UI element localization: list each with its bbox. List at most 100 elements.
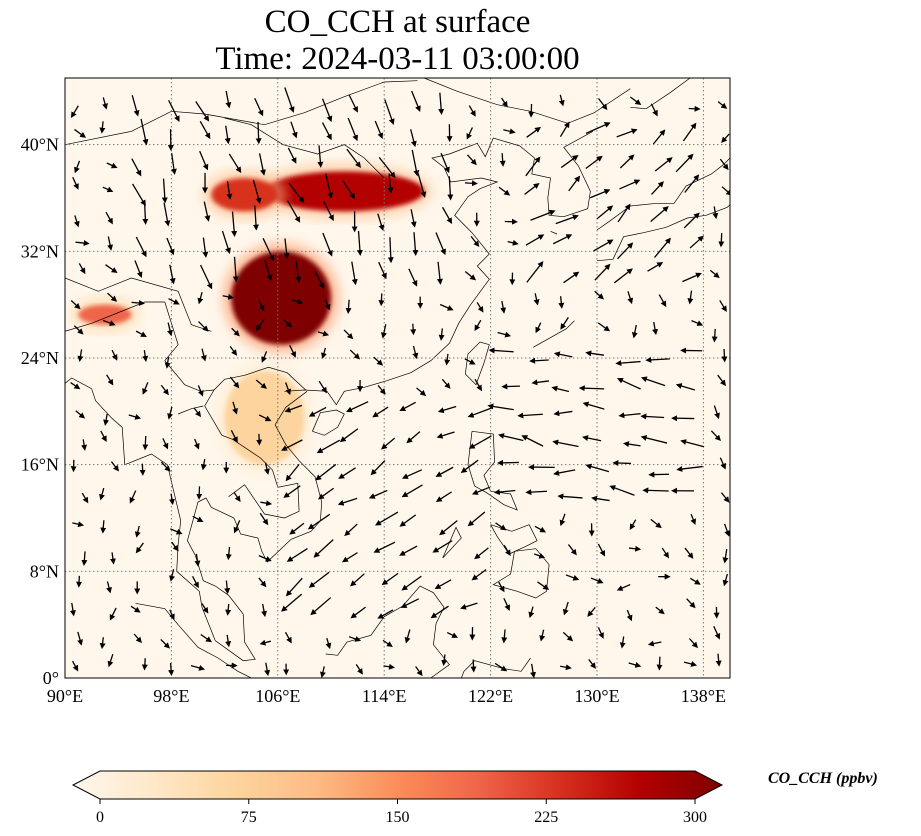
- wind-arrow-268: [441, 206, 453, 225]
- wind-arrow-300: [493, 489, 516, 496]
- wind-arrow-355: [559, 121, 570, 137]
- wind-arrow-366: [582, 401, 605, 410]
- wind-arrow-138: [255, 318, 265, 332]
- wind-arrow-378: [628, 661, 642, 668]
- wind-arrow-416: [651, 181, 664, 195]
- wind-arrow-169: [325, 637, 332, 650]
- wind-arrow-444: [722, 573, 729, 587]
- wind-arrow-225: [387, 237, 394, 264]
- wind-arrow-214: [373, 541, 396, 553]
- wind-arrow-5: [72, 521, 85, 528]
- wind-arrow-277: [474, 547, 489, 560]
- wind-arrow-69: [168, 493, 175, 506]
- wind-arrow-48: [129, 490, 137, 504]
- wind-arrow-324: [517, 412, 543, 419]
- wind-arrow-194: [344, 523, 358, 537]
- wind-arrow-89: [192, 515, 204, 522]
- wind-arrow-160: [290, 298, 304, 305]
- wind-arrow-116: [229, 346, 238, 356]
- x-tick-label: 138°E: [681, 686, 726, 706]
- wind-arrow-434: [682, 272, 702, 283]
- wind-arrow-60: [131, 158, 142, 177]
- wind-arrow-288: [470, 235, 480, 248]
- wind-arrow-459: [719, 158, 729, 171]
- wind-arrow-125: [225, 90, 232, 109]
- wind-arrow-156: [284, 404, 303, 413]
- wind-arrow-381: [616, 583, 631, 591]
- coastline-12: [325, 585, 450, 678]
- wind-arrow-63: [168, 662, 175, 676]
- wind-arrow-387: [618, 412, 641, 419]
- wind-arrow-256: [432, 540, 453, 553]
- coastline-13: [460, 657, 531, 678]
- wind-arrow-216: [368, 489, 388, 499]
- wind-arrow-72: [167, 406, 174, 420]
- wind-arrow-14: [78, 263, 86, 275]
- wind-arrow-396: [619, 154, 635, 169]
- wind-arrow-428: [680, 439, 705, 448]
- wind-arrow-183: [322, 232, 333, 257]
- x-tick-label: 106°E: [255, 686, 300, 706]
- wind-arrow-22: [99, 637, 106, 650]
- wind-arrow-59: [132, 183, 146, 207]
- wind-arrow-318: [537, 581, 550, 590]
- wind-arrow-294: [494, 662, 508, 672]
- wind-arrow-95: [200, 348, 207, 362]
- wind-arrow-374: [589, 189, 611, 199]
- wind-arrow-178: [318, 380, 327, 394]
- wind-arrow-264: [438, 328, 445, 341]
- wind-arrow-445: [722, 549, 729, 564]
- wind-arrow-398: [629, 96, 642, 106]
- wind-arrow-351: [552, 234, 573, 245]
- wind-arrow-83: [168, 99, 180, 122]
- wind-arrow-15: [75, 240, 90, 246]
- colorbar-tick-label: 225: [534, 809, 558, 826]
- wind-arrow-226: [377, 213, 385, 231]
- coastline-20: [630, 78, 691, 110]
- wind-arrow-276: [471, 569, 487, 581]
- coastline-22: [533, 320, 575, 348]
- wind-arrow-209: [348, 94, 358, 113]
- wind-arrow-349: [558, 296, 565, 309]
- wind-arrow-334: [526, 126, 542, 138]
- y-tick-label: 24°N: [21, 348, 59, 368]
- wind-arrow-161: [295, 261, 302, 283]
- wind-arrow-265: [439, 303, 454, 311]
- wind-arrow-336: [560, 664, 572, 671]
- wind-arrow-128: [261, 603, 267, 618]
- wind-arrow-155: [281, 439, 303, 451]
- wind-arrow-227: [387, 173, 394, 194]
- wind-arrow-352: [555, 214, 579, 225]
- wind-arrow-359: [587, 607, 596, 617]
- wind-arrow-419: [650, 103, 658, 117]
- wind-arrow-121: [231, 211, 238, 237]
- wind-arrow-361: [597, 543, 606, 557]
- wind-arrow-78: [166, 237, 175, 256]
- wind-arrow-166: [290, 121, 298, 139]
- wind-arrow-365: [582, 435, 602, 442]
- wind-arrow-449: [710, 430, 721, 442]
- wind-arrow-454: [719, 300, 727, 313]
- wind-arrow-163: [287, 200, 301, 223]
- wind-arrow-259: [435, 466, 454, 477]
- wind-arrow-189: [355, 664, 363, 675]
- wind-arrow-146: [254, 98, 264, 117]
- wind-arrow-162: [283, 238, 290, 260]
- coastline-11: [135, 602, 252, 678]
- wind-arrow-437: [684, 174, 700, 193]
- coastline-18: [65, 80, 418, 146]
- wind-arrow-344: [552, 439, 579, 448]
- wind-arrow-61: [140, 118, 149, 146]
- wind-arrow-370: [594, 290, 605, 300]
- wind-arrow-379: [619, 636, 626, 649]
- wind-arrow-31: [106, 374, 114, 386]
- wind-arrow-202: [345, 299, 352, 315]
- x-tick-label: 90°E: [47, 686, 83, 706]
- wind-arrow-313: [503, 128, 516, 135]
- wind-arrow-81: [170, 153, 177, 175]
- wind-arrow-159: [283, 319, 293, 328]
- wind-arrow-356: [558, 94, 565, 107]
- wind-arrow-47: [134, 525, 141, 538]
- wind-arrow-447: [720, 492, 730, 503]
- wind-arrow-418: [652, 129, 666, 145]
